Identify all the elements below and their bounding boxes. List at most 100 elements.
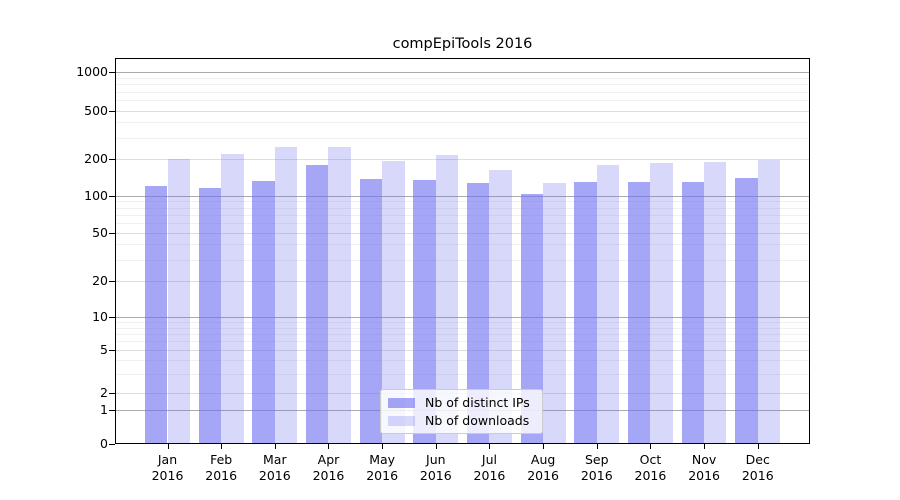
y-tick-mark — [109, 350, 115, 351]
gridline — [116, 232, 809, 234]
bar-downloads — [221, 153, 244, 443]
y-tick-mark — [109, 281, 115, 282]
x-tick-label: Dec 2016 — [741, 452, 774, 483]
bar-distinct-ips — [574, 181, 597, 443]
x-tick-mark — [704, 444, 706, 449]
gridline — [116, 341, 809, 343]
y-tick-mark — [109, 195, 115, 197]
y-tick-mark — [109, 393, 115, 394]
bar-downloads — [382, 160, 405, 443]
bar-downloads — [704, 162, 727, 443]
gridline — [116, 195, 809, 197]
y-tick-label: 100 — [84, 187, 108, 203]
gridline — [116, 322, 809, 324]
y-tick-label: 1000 — [76, 64, 108, 79]
x-tick-mark — [650, 444, 652, 449]
bar-distinct-ips — [198, 188, 222, 443]
x-tick-label: Sep 2016 — [580, 452, 613, 483]
bar-downloads — [328, 146, 351, 443]
x-tick-label: Jan 2016 — [151, 452, 184, 483]
plot-area — [115, 58, 810, 444]
bar-distinct-ips — [359, 178, 383, 443]
bar-distinct-ips — [735, 177, 758, 443]
legend-row-distinct-ips: Nb of distinct IPs — [388, 395, 530, 410]
bar-distinct-ips — [681, 181, 705, 443]
x-tick-mark — [489, 444, 491, 449]
bar-downloads — [543, 183, 566, 443]
x-tick-label: Jul 2016 — [473, 452, 506, 483]
x-tick-label: Feb 2016 — [205, 452, 238, 483]
bar-downloads — [274, 147, 298, 443]
x-tick-mark — [167, 444, 169, 449]
x-tick-label: Aug 2016 — [527, 452, 560, 483]
bar-downloads — [489, 170, 512, 443]
legend-label-downloads: Nb of downloads — [425, 413, 530, 428]
gridline — [116, 259, 809, 261]
gridline — [116, 207, 809, 209]
x-tick-mark — [435, 444, 437, 449]
x-tick-mark — [596, 444, 598, 449]
x-tick-mark — [543, 444, 545, 449]
y-tick-mark — [109, 410, 115, 411]
gridline — [116, 373, 809, 375]
x-tick-label: Nov 2016 — [688, 452, 720, 483]
bar-downloads — [167, 159, 190, 443]
x-tick-label: Oct 2016 — [634, 452, 667, 483]
x-tick-mark — [328, 444, 330, 449]
bar-distinct-ips — [628, 182, 651, 443]
y-tick-mark — [109, 444, 115, 445]
legend-swatch-downloads — [388, 415, 415, 426]
gridline — [116, 137, 809, 139]
bar-downloads — [757, 160, 781, 443]
y-tick-label: 5 — [100, 342, 108, 357]
gridline — [116, 333, 809, 335]
y-tick-mark — [109, 72, 115, 73]
y-tick-label: 50 — [92, 224, 108, 240]
gridline — [116, 84, 809, 86]
y-tick-label: 200 — [84, 151, 108, 166]
legend-swatch-distinct-ips — [388, 397, 415, 408]
gridline — [116, 100, 809, 102]
x-tick-label: Jun 2016 — [419, 452, 452, 483]
y-tick-mark — [109, 110, 115, 112]
gridline — [116, 360, 809, 362]
x-tick-label: May 2016 — [366, 452, 399, 483]
bar-distinct-ips — [306, 164, 329, 443]
bar-distinct-ips — [145, 186, 168, 443]
bar-downloads — [650, 162, 673, 443]
x-tick-mark — [274, 444, 276, 449]
y-tick-label: 0 — [100, 436, 108, 451]
gridline — [116, 122, 809, 124]
chart-title: compEpiTools 2016 — [392, 36, 533, 52]
bar-distinct-ips — [413, 179, 436, 443]
bar-distinct-ips — [467, 183, 490, 443]
gridline — [116, 110, 809, 112]
y-tick-label: 20 — [92, 273, 108, 288]
gridline — [116, 350, 809, 351]
bar-downloads — [435, 155, 459, 443]
y-tick-mark — [109, 232, 115, 234]
y-tick-label: 1 — [100, 402, 108, 417]
gridline — [116, 214, 809, 216]
gridline — [116, 222, 809, 224]
y-tick-label: 2 — [100, 385, 108, 400]
y-tick-mark — [109, 317, 115, 318]
bar-downloads — [596, 164, 620, 443]
gridline — [116, 327, 809, 329]
bar-distinct-ips — [520, 194, 544, 443]
gridline — [116, 72, 809, 73]
legend: Nb of distinct IPs Nb of downloads — [380, 389, 543, 434]
y-tick-mark — [109, 159, 115, 160]
gridline — [116, 91, 809, 93]
gridline — [116, 201, 809, 203]
x-tick-label: Mar 2016 — [258, 452, 291, 483]
x-tick-mark — [382, 444, 384, 449]
gridline — [116, 77, 809, 79]
gridline — [116, 317, 809, 318]
y-tick-label: 10 — [92, 309, 108, 324]
gridline — [116, 244, 809, 246]
legend-label-distinct-ips: Nb of distinct IPs — [425, 395, 530, 410]
gridline — [116, 159, 809, 160]
x-tick-mark — [221, 444, 223, 449]
